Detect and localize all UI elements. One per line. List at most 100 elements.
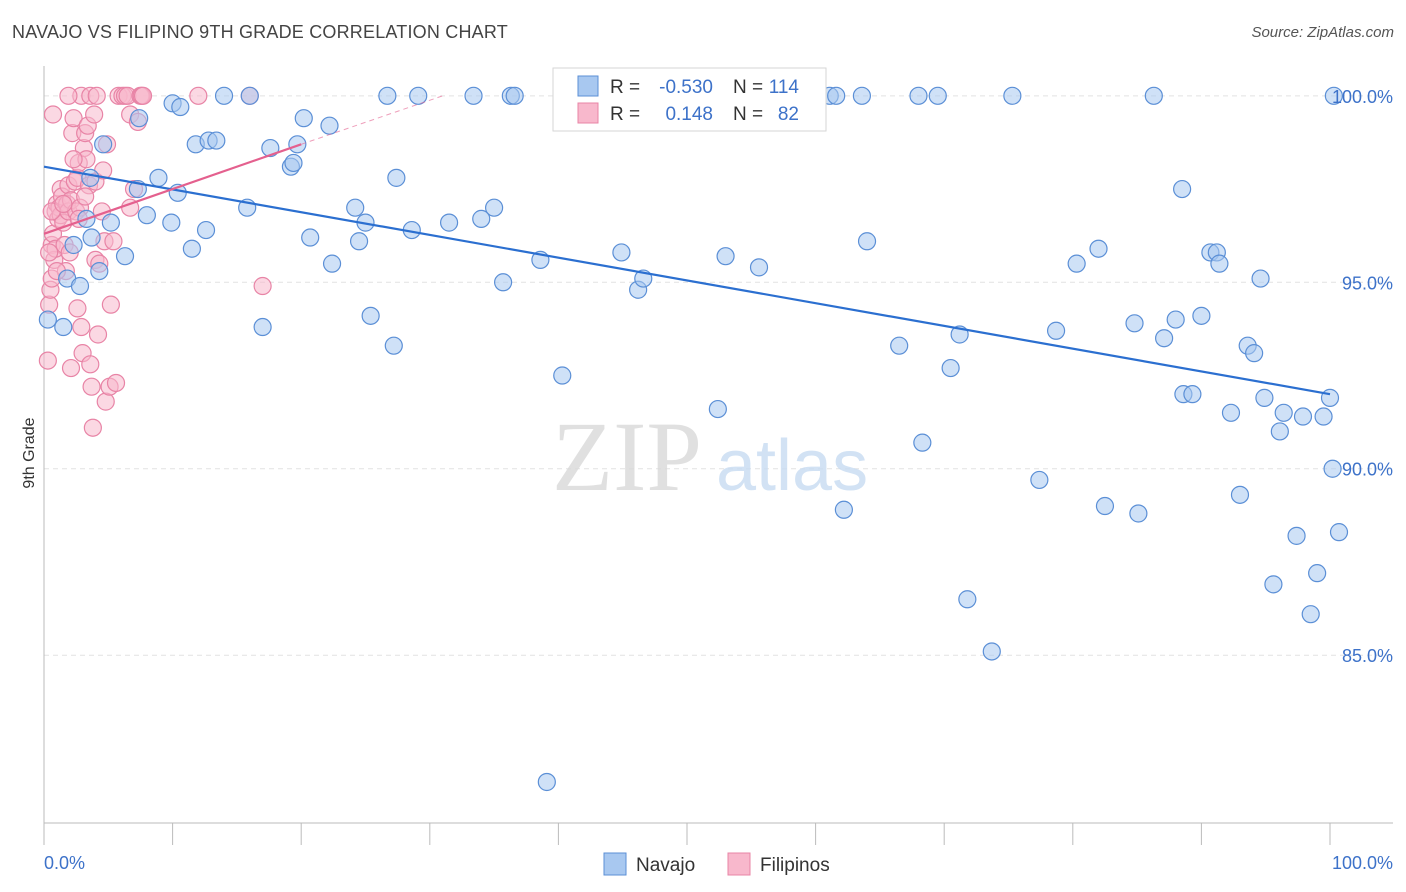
- legend-navajo-label[interactable]: Navajo: [636, 855, 695, 876]
- navajo-point-81: [1095, 496, 1115, 516]
- legend-filipinos-label[interactable]: Filipinos: [760, 855, 830, 876]
- legend-filipinos-swatch[interactable]: [727, 852, 751, 876]
- navajo-point-50: [494, 273, 513, 292]
- legend-swatch-filipinos: [577, 102, 599, 124]
- navajo-point-9: [94, 135, 113, 154]
- navajo-point-29: [261, 138, 280, 158]
- navajo-point-4: [70, 276, 90, 296]
- navajo-point-66: [852, 86, 871, 105]
- navajo-point-85: [1155, 329, 1174, 348]
- y-tick-label-0: 85.0%: [1342, 646, 1393, 666]
- navajo-point-35: [320, 116, 339, 135]
- filipinos-point-78: [43, 105, 63, 124]
- y-axis-label: 9th Grade: [21, 417, 38, 488]
- filipinos-point-48: [88, 325, 108, 344]
- navajo-point-55: [553, 366, 572, 385]
- source-label: Source: ZipAtlas.com: [1251, 24, 1394, 41]
- x-tick-label-max: 100.0%: [1332, 853, 1393, 873]
- navajo-point-46: [439, 213, 459, 232]
- navajo-point-83: [1129, 504, 1148, 523]
- navajo-point-45: [409, 86, 428, 105]
- navajo-point-32: [288, 135, 307, 154]
- navajo-point-105: [1301, 605, 1320, 624]
- watermark-zip: ZIP: [552, 401, 702, 512]
- correlation-legend: R = -0.530 N = 114 R = 0.148 N = 82: [552, 67, 827, 132]
- navajo-point-20: [182, 239, 201, 258]
- legend-r-label-filipinos: R =: [610, 104, 640, 125]
- navajo-point-93: [1210, 254, 1229, 273]
- navajo-point-25: [214, 86, 234, 105]
- legend-n-value-filipinos: 82: [778, 104, 799, 125]
- series-legend: Navajo Filipinos: [603, 852, 830, 876]
- navajo-point-40: [361, 306, 380, 325]
- navajo-point-56: [612, 243, 631, 262]
- navajo-point-43: [387, 168, 406, 187]
- navajo-point-54: [537, 772, 556, 792]
- navajo-point-111: [1324, 86, 1343, 105]
- navajo-point-59: [708, 399, 727, 419]
- y-tick-label-1: 90.0%: [1342, 460, 1393, 480]
- tick-labels: 85.0% 90.0% 95.0% 100.0% 0.0% 100.0%: [44, 87, 1393, 873]
- filipinos-point-79: [59, 86, 78, 105]
- navajo-point-60: [716, 247, 735, 266]
- legend-r-value-filipinos: 0.148: [665, 104, 713, 125]
- filipinos-point-23: [61, 358, 81, 378]
- filipinos-trend-extension: [301, 95, 443, 145]
- filipinos-point-44: [85, 105, 104, 124]
- watermark-atlas: atlas: [716, 426, 868, 506]
- legend-navajo-swatch[interactable]: [603, 852, 627, 876]
- navajo-point-70: [913, 433, 932, 452]
- navajo-point-1: [54, 317, 73, 337]
- navajo-point-15: [149, 168, 168, 187]
- navajo-point-107: [1314, 407, 1333, 426]
- navajo-point-24: [207, 131, 226, 150]
- navajo-point-84: [1144, 86, 1163, 105]
- navajo-point-98: [1251, 269, 1270, 288]
- filipinos-point-32: [72, 317, 91, 337]
- filipinos-point-43: [83, 418, 102, 437]
- filipinos-point-81: [40, 243, 59, 262]
- filipinos-point-47: [87, 86, 106, 105]
- filipinos-point-71: [253, 276, 272, 296]
- navajo-point-90: [1192, 306, 1211, 325]
- filipinos-point-29: [68, 299, 87, 318]
- filipinos-point-0: [38, 351, 57, 370]
- filipinos-point-56: [101, 295, 120, 314]
- navajo-point-103: [1287, 526, 1306, 545]
- navajo-point-95: [1230, 485, 1250, 504]
- navajo-point-10: [101, 213, 120, 232]
- navajo-point-106: [1308, 564, 1327, 583]
- navajo-point-28: [253, 317, 272, 337]
- filipinos-point-74: [54, 194, 73, 214]
- navajo-point-36: [322, 254, 342, 273]
- navajo-point-31: [284, 153, 303, 173]
- navajo-point-6: [81, 168, 100, 187]
- filipinos-point-75: [64, 150, 83, 169]
- chart-title: NAVAJO VS FILIPINO 9TH GRADE CORRELATION…: [12, 22, 508, 42]
- navajo-point-27: [240, 86, 259, 105]
- navajo-point-7: [82, 228, 101, 247]
- filipinos-point-58: [106, 373, 126, 393]
- navajo-point-49: [485, 198, 504, 217]
- navajo-point-100: [1264, 575, 1283, 594]
- legend-n-label-filipinos: N =: [733, 104, 763, 125]
- navajo-point-102: [1274, 403, 1293, 422]
- navajo-point-94: [1221, 403, 1241, 422]
- legend-n-label-navajo: N =: [733, 77, 763, 98]
- navajo-point-13: [130, 109, 149, 128]
- navajo-point-0: [38, 310, 57, 329]
- filipinos-point-80: [189, 86, 208, 105]
- navajo-point-87: [1173, 179, 1192, 199]
- navajo-point-16: [162, 213, 181, 232]
- navajo-point-14: [137, 206, 156, 225]
- navajo-point-75: [982, 642, 1001, 661]
- filipinos-point-57: [104, 232, 123, 251]
- navajo-point-71: [928, 86, 947, 105]
- legend-r-value-navajo: -0.530: [659, 77, 713, 98]
- navajo-trend-line: [43, 165, 1331, 396]
- navajo-point-38: [349, 232, 369, 251]
- y-tick-label-3: 100.0%: [1332, 87, 1393, 107]
- navajo-point-80: [1089, 239, 1108, 258]
- navajo-point-72: [941, 358, 960, 378]
- navajo-point-65: [834, 500, 853, 519]
